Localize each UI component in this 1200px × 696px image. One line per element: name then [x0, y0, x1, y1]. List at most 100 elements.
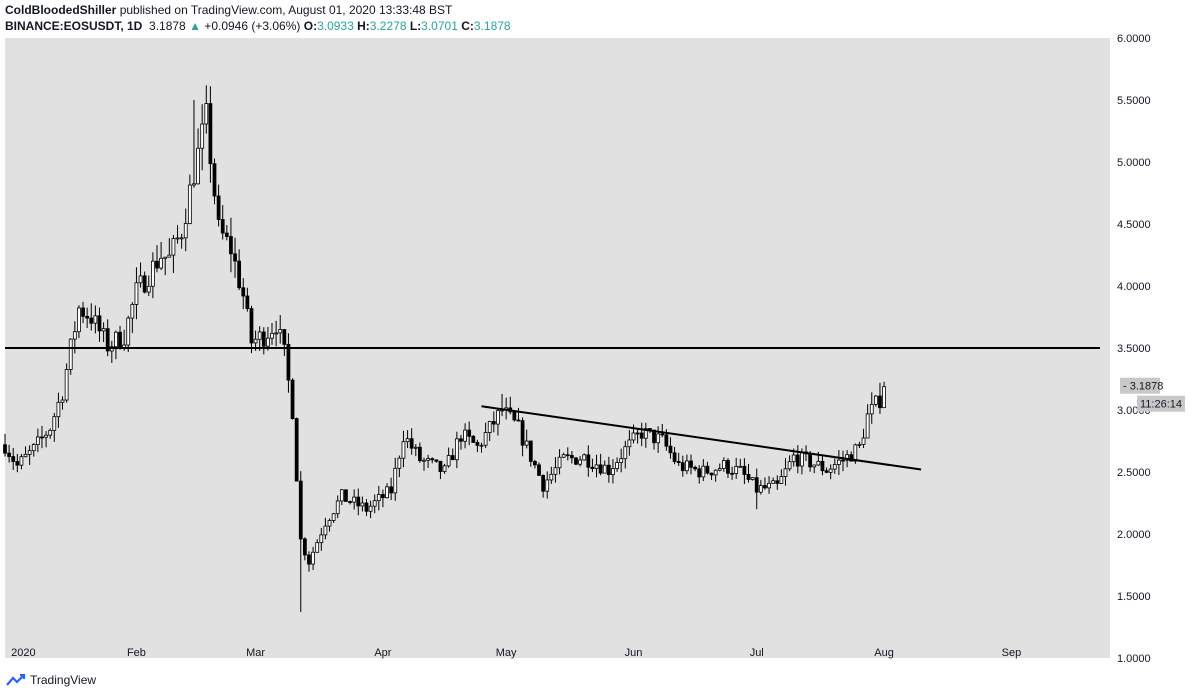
candle-body: [134, 282, 139, 305]
time-tick-label: May: [496, 647, 517, 659]
candle-body: [689, 460, 693, 468]
candle-body: [126, 317, 131, 346]
candle-body: [594, 464, 599, 469]
ohlc-legend: BINANCE:EOSUSDT, 1D 3.1878 ▲ +0.0946 (+3…: [5, 19, 1185, 34]
candle-body: [405, 438, 410, 443]
candle-body: [450, 455, 455, 461]
candle-body: [639, 432, 644, 439]
candle-body: [430, 458, 435, 461]
candle-body: [364, 502, 369, 512]
candle-body: [697, 468, 702, 478]
candle-body: [483, 432, 488, 446]
candle-body: [672, 452, 677, 462]
candle-body: [549, 473, 554, 481]
candle-body: [832, 464, 837, 470]
candle-body: [323, 525, 328, 536]
high-label: H:: [357, 19, 370, 33]
candle-body: [72, 331, 77, 340]
candle-body: [11, 456, 16, 462]
candle-body: [865, 413, 870, 439]
price-tick-label: 4.5000: [1117, 219, 1151, 231]
candle-body: [311, 551, 315, 565]
candle-body: [602, 464, 607, 474]
candle-body: [545, 479, 550, 492]
candle-body: [237, 260, 242, 289]
candle-body: [290, 379, 295, 420]
candle-body: [541, 474, 546, 492]
candle-body: [331, 513, 336, 521]
price-tick-label: 5.5000: [1117, 95, 1151, 107]
countdown-label: 11:26:14: [1140, 399, 1182, 411]
candle-body: [372, 500, 377, 507]
candle-body: [344, 489, 348, 502]
candle-body: [771, 480, 776, 484]
candle-body: [266, 337, 270, 347]
author-name[interactable]: ColdBloodedShiller: [5, 3, 117, 17]
close-label: C:: [461, 19, 474, 33]
candle-body: [763, 485, 767, 489]
candle-body: [200, 123, 205, 149]
candle-body: [118, 331, 122, 348]
candle-body: [619, 458, 624, 463]
price-tick-label: 2.5000: [1117, 467, 1151, 479]
candle-body: [224, 232, 229, 237]
candle-body: [302, 538, 307, 556]
candle-body: [491, 421, 496, 425]
candle-body: [381, 494, 385, 499]
candle-body: [356, 496, 361, 507]
candle-body: [389, 486, 394, 494]
candle-body: [680, 462, 685, 472]
candle-body: [709, 472, 714, 476]
candle-body: [635, 432, 640, 435]
candle-body: [631, 432, 636, 441]
candle-body: [750, 477, 755, 480]
candle-body: [717, 468, 722, 471]
candle-body: [758, 485, 763, 493]
symbol-label: BINANCE:EOSUSDT, 1D: [5, 19, 143, 33]
candle-body: [446, 455, 451, 467]
candle-body: [413, 446, 418, 449]
time-tick-label: 2020: [11, 647, 35, 659]
candle-body: [19, 456, 24, 466]
candle-body: [422, 459, 426, 462]
candle-body: [175, 237, 180, 240]
candle-body: [261, 331, 266, 347]
candle-body: [60, 399, 65, 403]
candle-body: [837, 459, 841, 465]
candle-body: [229, 236, 233, 255]
time-tick-label: Jun: [625, 647, 643, 659]
candle-body: [512, 411, 517, 421]
candle-body: [360, 502, 365, 507]
candle-body: [294, 418, 299, 482]
candle-body: [590, 466, 595, 469]
candle-body: [438, 460, 443, 472]
candle-body: [335, 500, 340, 515]
candle-body: [385, 486, 389, 499]
candle-body: [454, 438, 459, 461]
candle-body: [656, 433, 661, 444]
candle-body: [660, 433, 665, 436]
candle-body: [528, 440, 533, 462]
candle-body: [348, 501, 352, 503]
candle-body: [746, 474, 751, 480]
candle-body: [459, 438, 463, 442]
candle-body: [155, 260, 159, 269]
price-axis[interactable]: 1.00001.50002.00002.50003.00003.50004.00…: [1117, 33, 1151, 665]
candle-body: [845, 454, 849, 461]
candle-body: [598, 464, 603, 474]
low-label: L:: [409, 19, 422, 33]
candle-body: [676, 461, 681, 463]
candle-body: [524, 440, 529, 446]
candle-body: [516, 419, 521, 422]
candle-body: [623, 446, 628, 460]
candle-body: [101, 328, 106, 332]
candle-body: [742, 465, 747, 475]
last-price-tag: [1120, 377, 1160, 394]
candle-body: [664, 434, 669, 447]
candle-body: [668, 445, 673, 454]
time-tick-label: Apr: [374, 647, 391, 659]
time-axis[interactable]: 2020 Feb Mar Apr May Jun Jul Aug Sep: [11, 647, 1021, 659]
trendline[interactable]: [481, 405, 922, 471]
candle-body: [142, 275, 147, 293]
